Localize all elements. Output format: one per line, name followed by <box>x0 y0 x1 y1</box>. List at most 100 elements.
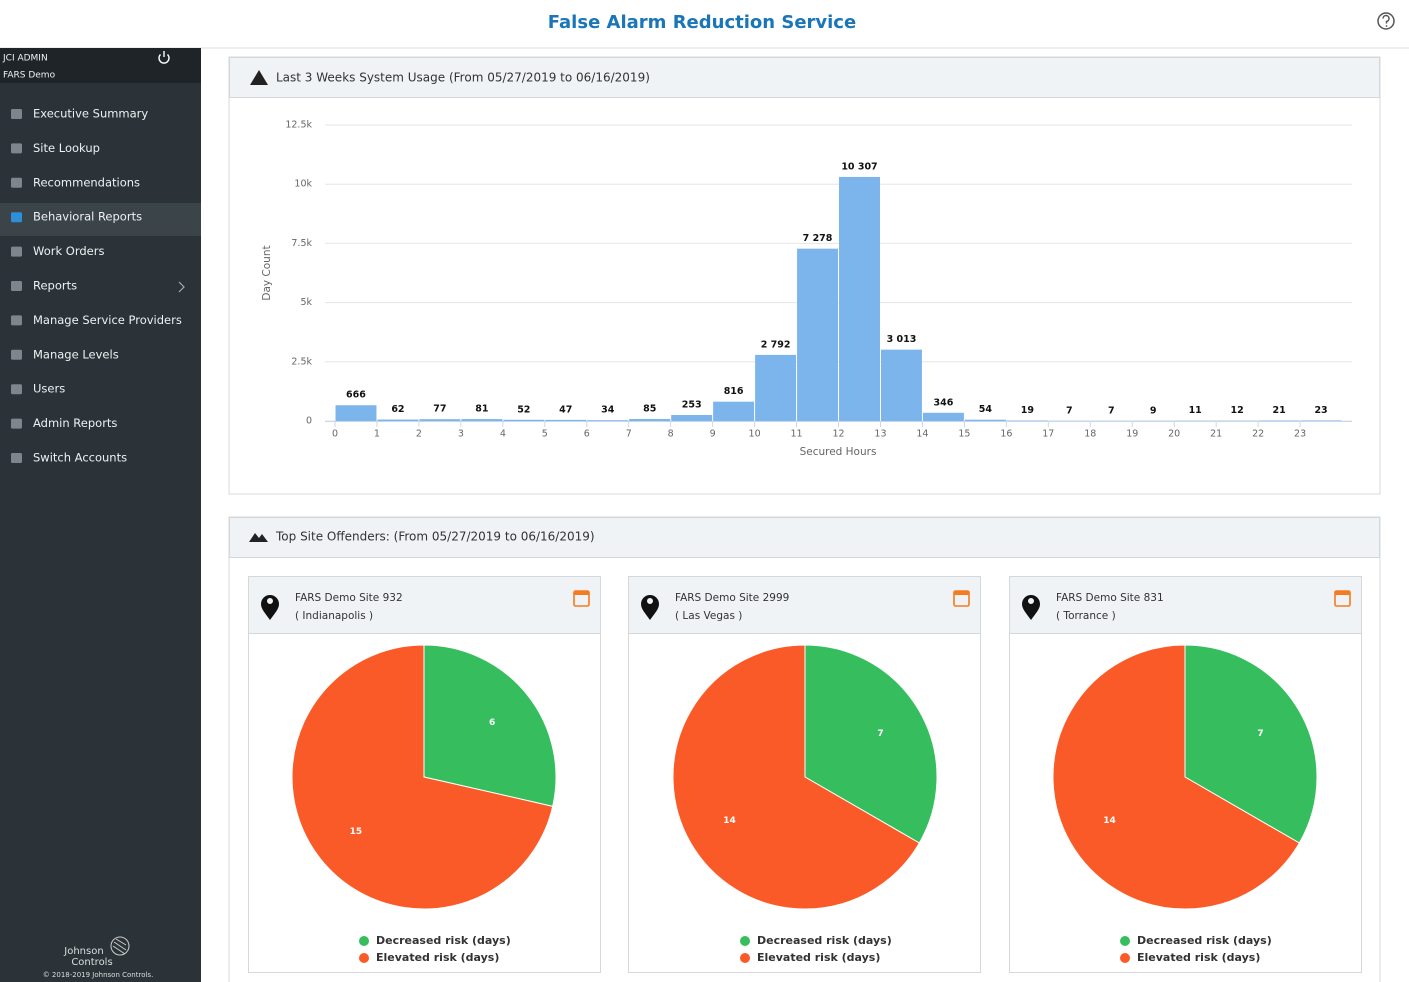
legend-label[interactable]: Elevated risk (days) <box>1137 951 1260 964</box>
menu-item[interactable]: Work Orders <box>33 244 104 258</box>
value-label: 21 <box>1272 405 1285 416</box>
menu-icon <box>11 315 22 326</box>
slice-label: 7 <box>877 729 883 739</box>
legend-marker <box>359 953 369 963</box>
warning-icon <box>250 70 268 85</box>
x-tick-label: 13 <box>874 429 886 440</box>
brand-line-2: Controls <box>71 957 112 968</box>
calendar-icon[interactable] <box>953 590 970 607</box>
x-tick-label: 1 <box>374 429 380 440</box>
value-label: 666 <box>346 390 366 401</box>
menu-icon <box>11 418 22 429</box>
menu-icon <box>11 177 22 188</box>
location-pin <box>1022 595 1040 620</box>
calendar-bar <box>574 591 589 595</box>
legend-label[interactable]: Decreased risk (days) <box>757 934 892 947</box>
bar <box>1300 420 1342 421</box>
x-tick-label: 4 <box>500 429 506 440</box>
bar <box>587 420 629 421</box>
menu-item[interactable]: Recommendations <box>33 175 140 189</box>
x-tick-label: 20 <box>1168 429 1180 440</box>
x-tick-label: 15 <box>958 429 970 440</box>
bar <box>922 412 964 421</box>
menu-icon <box>11 143 22 154</box>
usage-panel-header <box>229 57 1380 98</box>
pie-slice <box>423 644 557 807</box>
bar <box>419 419 461 421</box>
x-tick-label: 18 <box>1084 429 1096 440</box>
copyright: © 2018-2019 Johnson Controls. <box>43 971 154 979</box>
y-tick-label: 0 <box>306 416 312 427</box>
menu-item[interactable]: Switch Accounts <box>33 451 127 465</box>
menu-item[interactable]: Reports <box>33 279 77 293</box>
site-card-header <box>628 576 981 634</box>
legend-marker <box>359 936 369 946</box>
calendar-icon[interactable] <box>1334 590 1351 607</box>
value-label: 2 792 <box>761 339 791 350</box>
help-icon[interactable] <box>1377 12 1395 30</box>
site-card-header <box>248 576 601 634</box>
value-label: 7 <box>1066 405 1073 416</box>
x-tick-label: 0 <box>332 429 338 440</box>
x-tick-label: 5 <box>542 429 548 440</box>
legend-label[interactable]: Elevated risk (days) <box>376 951 499 964</box>
menu-item[interactable]: Users <box>33 382 65 396</box>
value-label: 7 <box>1108 405 1115 416</box>
slice-label: 6 <box>489 718 495 728</box>
bar <box>839 176 880 421</box>
x-tick-label: 11 <box>791 429 803 440</box>
bar <box>545 419 587 421</box>
value-label: 34 <box>601 405 615 416</box>
bar <box>755 354 797 421</box>
menu-icon <box>11 212 22 223</box>
pie-slice <box>291 644 554 910</box>
value-label: 77 <box>433 404 446 415</box>
menu-item[interactable]: Manage Service Providers <box>33 313 182 327</box>
site-city: ( Torrance ) <box>1056 610 1116 622</box>
x-tick-label: 8 <box>668 429 674 440</box>
menu-icon <box>11 246 22 257</box>
usage-panel-title: Last 3 Weeks System Usage (From 05/27/20… <box>276 71 650 85</box>
site-city: ( Las Vegas ) <box>675 610 742 622</box>
bar <box>629 418 671 421</box>
value-label: 3 013 <box>887 334 917 345</box>
slice-label: 15 <box>350 827 363 837</box>
slice-label: 14 <box>723 816 736 826</box>
legend-marker <box>1120 953 1130 963</box>
x-axis-title: Secured Hours <box>800 446 877 458</box>
logout-icon[interactable] <box>158 51 170 64</box>
site-card-header <box>1009 576 1362 634</box>
site-name: FARS Demo Site 831 <box>1056 592 1164 604</box>
calendar-icon[interactable] <box>573 590 590 607</box>
bar <box>461 419 503 421</box>
legend-marker <box>740 953 750 963</box>
x-tick-label: 3 <box>458 429 464 440</box>
pie-slice <box>1052 644 1301 910</box>
pie-slice <box>672 644 920 910</box>
menu-item[interactable]: Executive Summary <box>33 107 148 121</box>
y-tick-label: 7.5k <box>291 238 312 249</box>
submenu-caret <box>178 281 185 293</box>
legend-label[interactable]: Decreased risk (days) <box>1137 934 1272 947</box>
site-name: FARS Demo Site 932 <box>295 592 403 604</box>
x-tick-label: 16 <box>1000 429 1012 440</box>
x-tick-label: 19 <box>1126 429 1138 440</box>
site-city: ( Indianapolis ) <box>295 610 373 622</box>
y-tick-label: 5k <box>300 297 312 308</box>
slice-label: 14 <box>1103 816 1116 826</box>
menu-item[interactable]: Behavioral Reports <box>33 210 142 224</box>
menu-icon <box>11 384 22 395</box>
menu-item[interactable]: Site Lookup <box>33 141 100 155</box>
value-label: 816 <box>724 386 744 397</box>
legend-label[interactable]: Elevated risk (days) <box>757 951 880 964</box>
value-label: 10 307 <box>841 161 877 172</box>
header <box>0 0 1409 48</box>
menu-item[interactable]: Manage Levels <box>33 347 119 361</box>
legend-label[interactable]: Decreased risk (days) <box>376 934 511 947</box>
bar <box>880 349 922 421</box>
x-tick-label: 21 <box>1210 429 1222 440</box>
slice-label: 7 <box>1257 729 1263 739</box>
menu-icon <box>11 281 22 291</box>
menu-item[interactable]: Admin Reports <box>33 416 117 430</box>
